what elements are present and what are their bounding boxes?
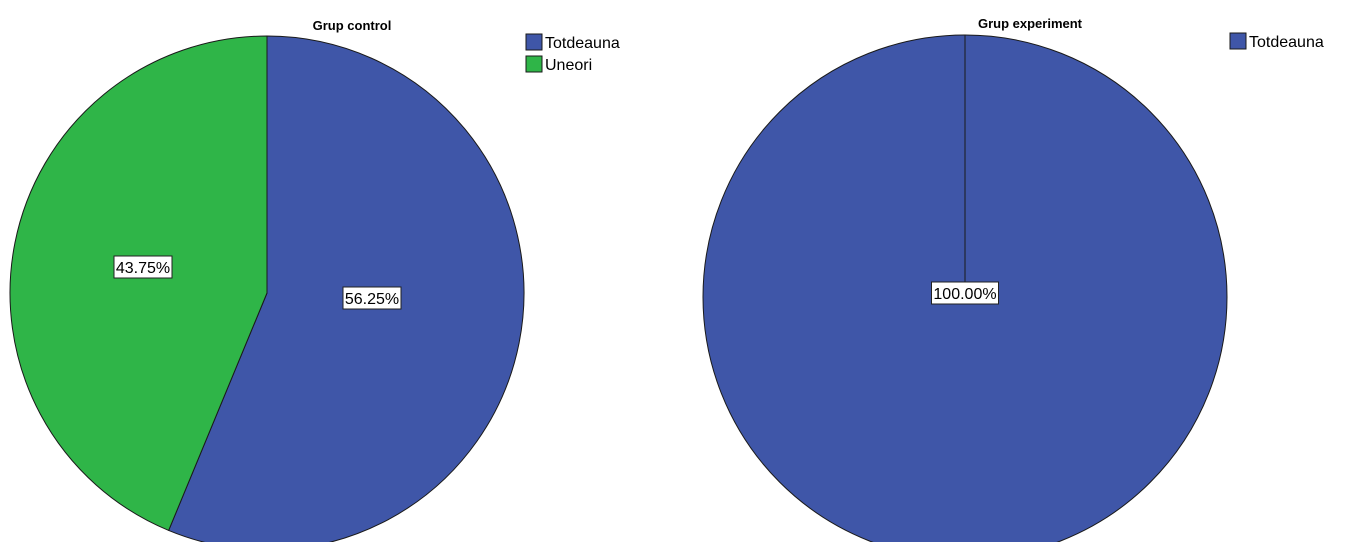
legend: Totdeauna Uneori — [525, 33, 620, 74]
legend-label: Uneori — [545, 57, 592, 74]
pie-chart-2: Grup experiment 100.00% Totdeauna — [702, 16, 1324, 542]
data-label: 43.75% — [113, 255, 173, 279]
data-label-text: 56.25% — [345, 291, 399, 308]
data-label-text: 43.75% — [116, 260, 170, 277]
legend-item: Totdeauna — [525, 33, 620, 52]
legend-swatch — [525, 33, 543, 51]
data-label-box — [113, 255, 173, 279]
legend-label: Totdeauna — [545, 35, 620, 52]
data-label: 100.00% — [931, 281, 999, 305]
chart-title: Grup experiment — [978, 16, 1083, 31]
legend: Totdeauna — [1229, 32, 1324, 51]
legend-item: Uneori — [525, 55, 592, 74]
legend-swatch — [525, 55, 543, 73]
legend-item: Totdeauna — [1229, 32, 1324, 51]
data-label-text: 100.00% — [933, 286, 996, 303]
chart-title: Grup control — [313, 18, 392, 33]
legend-swatch — [1229, 32, 1247, 50]
legend-label: Totdeauna — [1249, 34, 1324, 51]
pie-chart-1: Grup control 56.25% 43.75% Totdeauna Uneori — [9, 18, 620, 542]
pie-slice-uneori — [9, 35, 268, 531]
data-label-box — [931, 281, 999, 305]
data-label-box — [342, 286, 402, 310]
pie-slices — [9, 35, 525, 542]
data-label: 56.25% — [342, 286, 402, 310]
